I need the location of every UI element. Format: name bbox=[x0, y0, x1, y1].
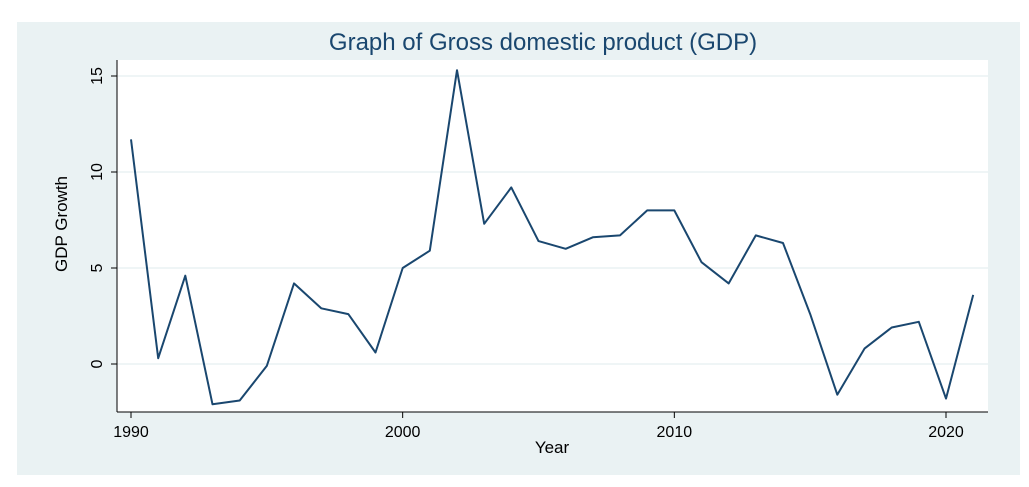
y-tick-label: 10 bbox=[89, 163, 106, 181]
series-group bbox=[130, 69, 975, 406]
gdp-growth-line bbox=[130, 69, 975, 406]
axes bbox=[111, 60, 988, 418]
x-tick-label: 2000 bbox=[385, 424, 421, 441]
x-tick-label: 2020 bbox=[928, 424, 964, 441]
x-tick-label: 2010 bbox=[657, 424, 693, 441]
plot-area bbox=[117, 60, 988, 412]
x-axis-title: Year bbox=[535, 438, 570, 457]
y-tick-label: 5 bbox=[89, 263, 106, 272]
y-tick-label: 15 bbox=[89, 67, 106, 85]
y-axis-title: GDP Growth bbox=[52, 176, 71, 272]
x-tick-label: 1990 bbox=[113, 424, 149, 441]
chart-title: Graph of Gross domestic product (GDP) bbox=[329, 29, 757, 56]
tick-labels: 0 5 10 15 1990 2000 2010 2020 bbox=[89, 67, 964, 441]
gridlines bbox=[117, 75, 988, 365]
y-tick-label: 0 bbox=[89, 359, 106, 368]
